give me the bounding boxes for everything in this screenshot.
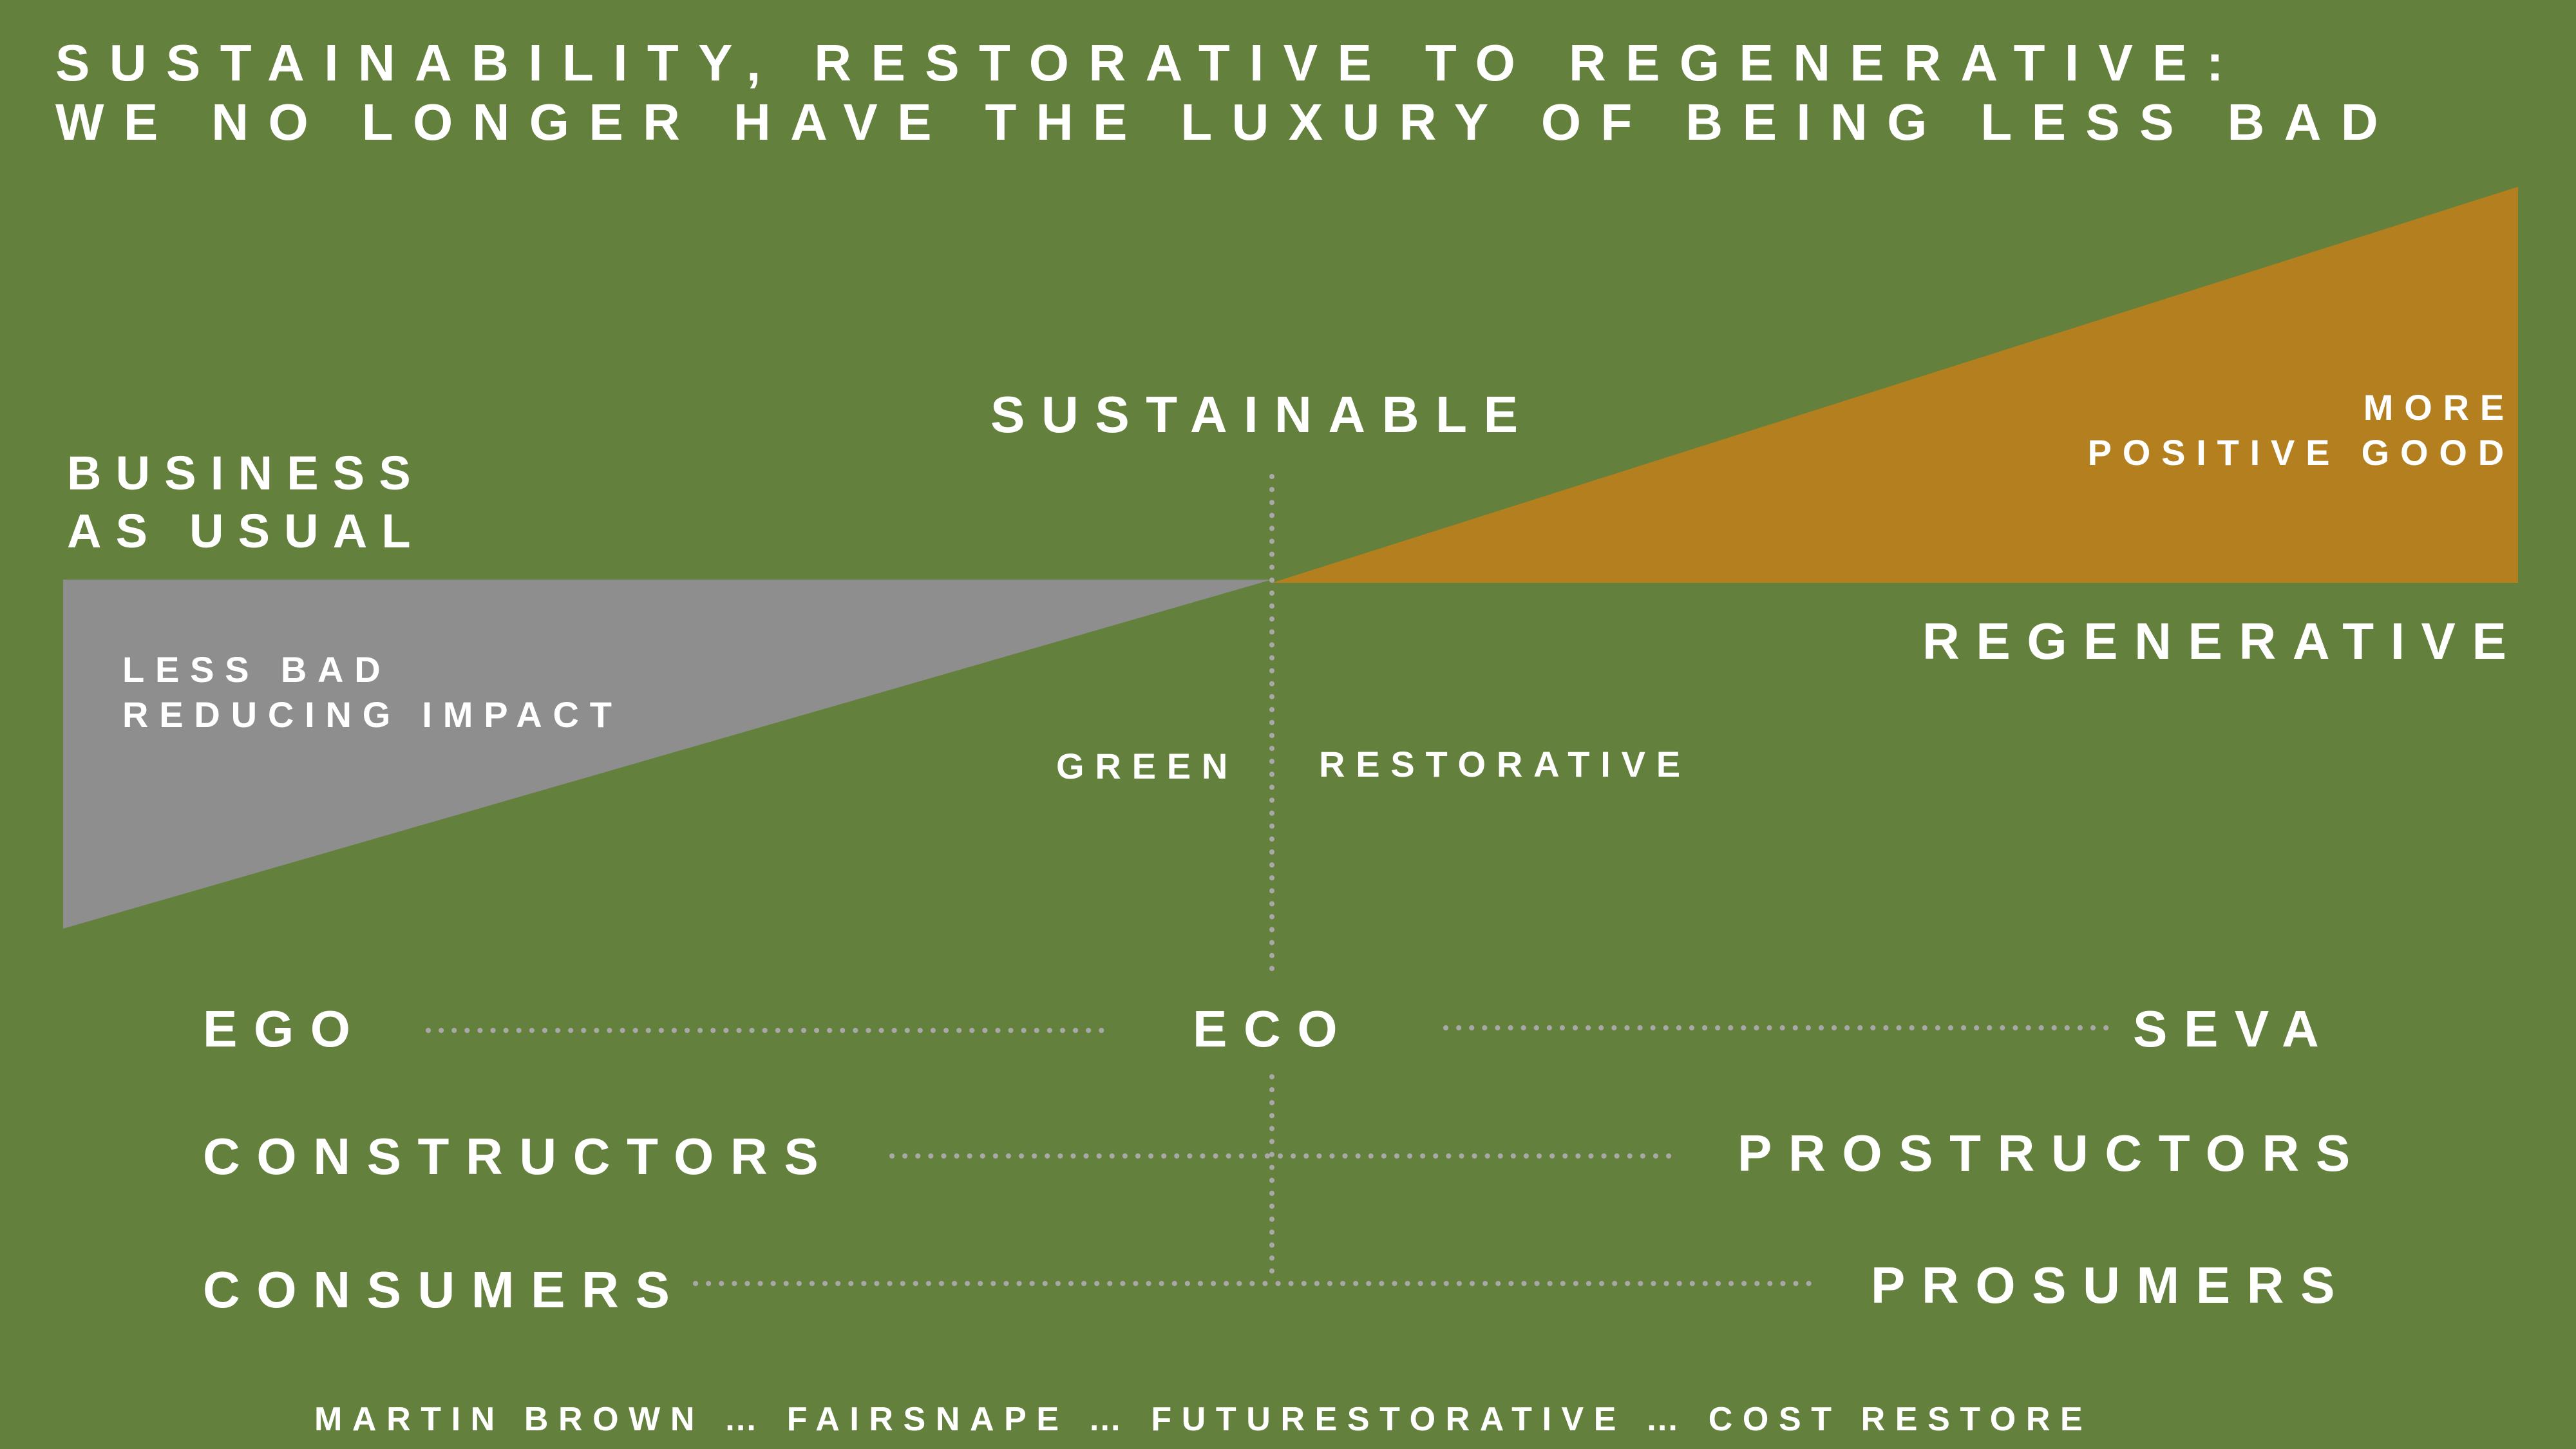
regenerative-label: REGENERATIVE — [1922, 612, 2523, 670]
consumers-label: CONSUMERS — [203, 1261, 687, 1318]
positive-good-label: MORE POSITIVE GOOD — [2088, 385, 2515, 475]
less-bad-label: LESS BAD REDUCING IMPACT — [122, 647, 623, 737]
green-label: GREEN — [1056, 746, 1239, 786]
reducing-impact-text: REDUCING IMPACT — [122, 694, 623, 735]
title-line-1: SUSTAINABILITY, RESTORATIVE TO REGENERAT… — [55, 34, 2244, 91]
restorative-label: RESTORATIVE — [1319, 744, 1691, 784]
more-label: MORE — [2363, 387, 2515, 428]
page-title: SUSTAINABILITY, RESTORATIVE TO REGENERAT… — [55, 33, 2398, 152]
positive-good-wedge — [1272, 187, 2518, 583]
business-label-line-2: AS USUAL — [67, 504, 425, 558]
prosumers-label: PROSUMERS — [1871, 1256, 2352, 1314]
prostructors-label: PROSTRUCTORS — [1738, 1124, 2367, 1182]
seva-label: SEVA — [2133, 1000, 2336, 1057]
constructors-label: CONSTRUCTORS — [203, 1128, 835, 1185]
positive-good-text: POSITIVE GOOD — [2087, 432, 2515, 473]
less-bad-text: LESS BAD — [122, 649, 392, 690]
ego-label: EGO — [203, 1000, 367, 1057]
title-line-2: WE NO LONGER HAVE THE LUXURY OF BEING LE… — [55, 93, 2398, 151]
sustainable-label: SUSTAINABLE — [990, 386, 1535, 443]
business-as-usual-label: BUSINESS AS USUAL — [67, 444, 425, 560]
business-label-line-1: BUSINESS — [67, 446, 425, 500]
less-bad-wedge — [63, 580, 1272, 929]
footer-credits: MARTIN BROWN … FAIRSNAPE … FUTURESTORATI… — [314, 1401, 2093, 1438]
eco-label: ECO — [1193, 1000, 1354, 1057]
